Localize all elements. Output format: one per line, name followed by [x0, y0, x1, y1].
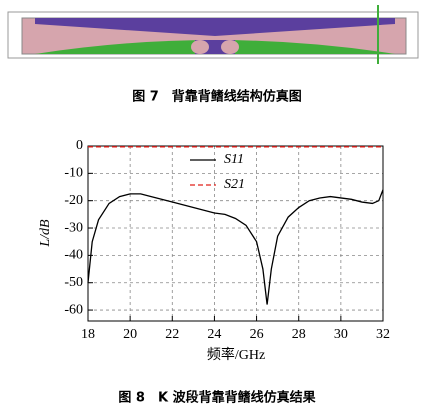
outline	[7, 11, 419, 59]
legend-label: S11	[224, 152, 244, 167]
legend-label: S21	[224, 177, 245, 192]
y-tick-label: -50	[64, 275, 83, 290]
x-tick-label: 24	[207, 327, 221, 342]
x-axis-label: 频率/GHz	[207, 346, 265, 363]
axes-frame	[87, 145, 384, 322]
y-tick-label: 0	[76, 138, 83, 153]
y-tick-label: -30	[64, 220, 83, 235]
series-line	[87, 189, 384, 305]
x-tick-label: 18	[81, 327, 95, 342]
figure-caption: 图 8 K 波段背靠背鳍线仿真结果	[118, 390, 315, 406]
notch	[221, 40, 239, 54]
figure-caption: 图 7 背靠背鳍线结构仿真图	[132, 89, 302, 105]
x-tick-label: 22	[165, 327, 179, 342]
x-tick-label: 28	[292, 327, 306, 342]
x-tick-label: 20	[123, 327, 137, 342]
notch	[191, 40, 209, 54]
x-tick-label: 30	[334, 327, 348, 342]
x-tick-label: 26	[250, 327, 264, 342]
x-tick-label: 32	[376, 327, 390, 342]
y-tick-label: -60	[64, 302, 83, 317]
structure-image	[7, 5, 419, 64]
y-tick-label: -20	[64, 193, 83, 208]
y-axis-label: L/dB	[38, 219, 53, 248]
fin-top	[35, 18, 395, 36]
y-tick-label: -40	[64, 248, 83, 263]
plot: 0 -10 -20 -30 -40 -50 -60 18 20 22 24 26 28 30 32 S11 S2…	[64, 138, 390, 342]
y-tick-label: -10	[64, 166, 83, 181]
